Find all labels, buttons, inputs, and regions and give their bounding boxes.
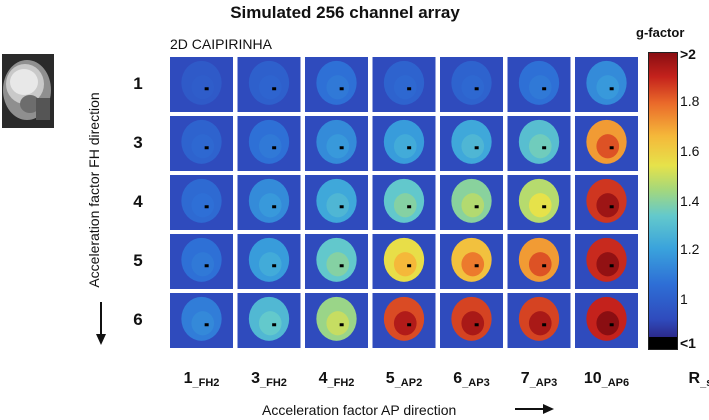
colorbar-tick: >2 — [680, 46, 696, 62]
column-label: 7_AP3 — [520, 370, 558, 389]
reference-mri-thumbnail — [0, 54, 55, 128]
colorbar-tick: 1.4 — [680, 193, 700, 209]
gfactor-map-cell — [305, 57, 368, 112]
row-label: 3 — [133, 132, 143, 152]
gfactor-map-cell — [440, 293, 503, 348]
colorbar-title: g-factor — [636, 25, 685, 40]
gfactor-map-cell — [170, 116, 233, 171]
gfactor-map-cell — [372, 293, 436, 348]
gfactor-map-cell — [305, 234, 368, 289]
colorbar-tick: 1.8 — [680, 93, 700, 109]
colorbar-tick: 1.6 — [680, 143, 700, 159]
colorbar-tick: <1 — [680, 335, 696, 351]
gfactor-map-cell — [440, 175, 503, 230]
gfactor-map-cell — [575, 175, 638, 230]
gfactor-map-cell — [372, 57, 436, 112]
colorbar-tick: 1 — [680, 291, 688, 307]
x-axis-arrow — [515, 404, 554, 414]
gfactor-map-cell — [440, 234, 503, 289]
row-label: 6 — [133, 309, 143, 329]
gfactor-map-cell — [237, 293, 301, 348]
gfactor-map-cell — [305, 116, 368, 171]
column-label: 10_AP6 — [583, 370, 630, 389]
y-axis-arrow — [96, 302, 106, 345]
gfactor-map-cell — [170, 175, 233, 230]
gfactor-map-cell — [507, 57, 571, 112]
gfactor-map-cell — [372, 175, 436, 230]
gfactor-map-cell — [237, 175, 301, 230]
gfactor-map-cell — [170, 293, 233, 348]
x-axis-label: Acceleration factor AP direction — [262, 402, 457, 418]
gfactor-map-cell — [507, 293, 571, 348]
gfactor-map-cell — [440, 116, 503, 171]
colorbar — [648, 52, 678, 350]
gfactor-map-cell — [575, 293, 638, 348]
gfactor-map-grid — [170, 57, 638, 348]
row-label: 4 — [133, 191, 143, 211]
gfactor-map-cell — [507, 234, 571, 289]
gfactor-map-cell — [305, 175, 368, 230]
gfactor-map-cell — [507, 175, 571, 230]
gfactor-map-cell — [305, 293, 368, 348]
gfactor-map-cell — [170, 57, 233, 112]
column-label: 4_FH2 — [318, 370, 355, 389]
row-label: 1 — [133, 73, 143, 93]
gfactor-map-cell — [372, 116, 436, 171]
gfactor-map-cell — [575, 234, 638, 289]
gfactor-map-cell — [237, 116, 301, 171]
column-label: 5_AP2 — [385, 370, 423, 389]
column-label: 3_FH2 — [251, 370, 287, 389]
gfactor-map-cell — [372, 234, 436, 289]
gfactor-map-cell — [237, 234, 301, 289]
gfactor-map-cell — [237, 57, 301, 112]
subtitle: 2D CAIPIRINHA — [170, 36, 272, 52]
gfactor-map-cell — [170, 234, 233, 289]
gfactor-map-cell — [575, 57, 638, 112]
figure-title: Simulated 256 channel array — [230, 3, 460, 22]
gfactor-map-cell — [575, 116, 638, 171]
row-label: 5 — [133, 250, 143, 270]
colorbar-tick: 1.2 — [680, 241, 700, 257]
column-label: 1_FH2 — [183, 370, 220, 389]
gfactor-map-cell — [440, 57, 503, 112]
column-label: 6_AP3 — [453, 370, 490, 389]
r-shift-label: R_shift — [688, 370, 709, 389]
gfactor-map-cell — [507, 116, 571, 171]
